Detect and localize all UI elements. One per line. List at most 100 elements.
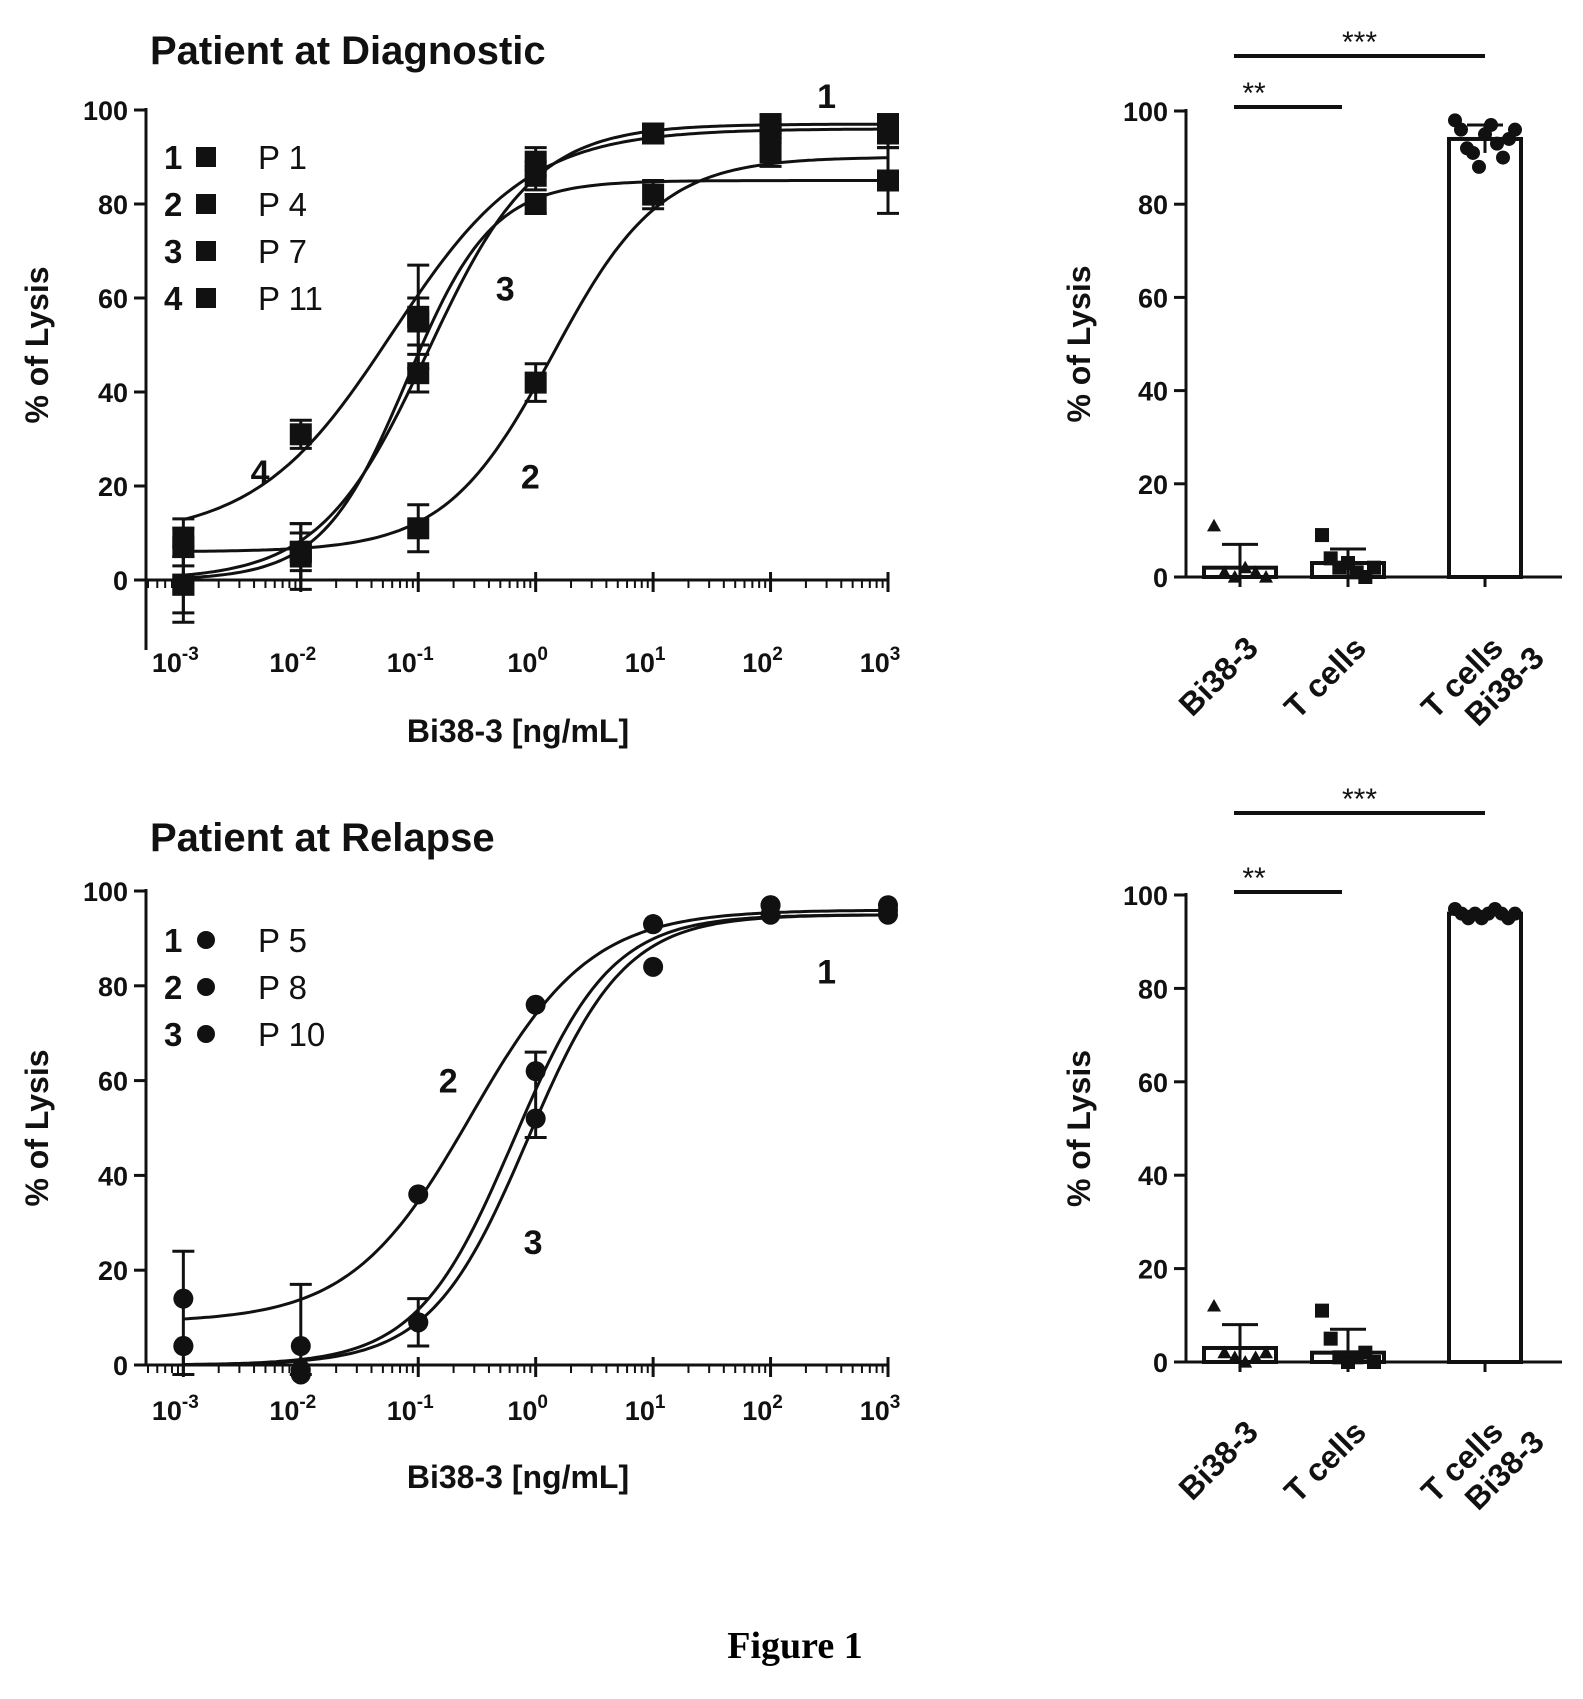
p0-curve-label-1: 2	[521, 459, 540, 497]
p3-point-1-6	[1367, 1355, 1381, 1369]
p0-xtick-label-2: 10-1	[387, 644, 434, 678]
p1-bar-2	[1447, 136, 1523, 580]
p1-ytick-label-3: 60	[1138, 283, 1168, 313]
p0-curve-label-0: 1	[817, 78, 836, 116]
p0-legend-marker-2	[196, 194, 216, 214]
p1-category-label-2: T cellsBi38-3	[1414, 614, 1551, 751]
p0-x-label: Bi38-3 [ng/mL]	[407, 713, 629, 749]
p0-point-3-0	[172, 573, 195, 596]
p0-curve-label-2: 3	[496, 271, 515, 309]
p1-ytick-label-0: 0	[1153, 563, 1168, 593]
p3-sig-label-0: **	[1242, 862, 1266, 895]
p2-xtick-label-2: 10-1	[387, 1392, 434, 1426]
p2-legend-marker-3	[197, 1025, 215, 1043]
p1-point-2-4	[1472, 159, 1486, 174]
p3-ytick-label-0: 0	[1153, 1348, 1168, 1378]
p1-y-label: % of Lysis	[1061, 265, 1097, 422]
p2-curve-label-1: 2	[439, 1063, 458, 1101]
p1-ytick-label-2: 40	[1138, 377, 1168, 407]
p1-point-1-0	[1315, 528, 1329, 543]
p0-point-4-1	[289, 423, 312, 446]
p3-ytick-label-2: 40	[1138, 1161, 1168, 1191]
p2-legend-marker-2	[197, 978, 215, 996]
p2-xtick-label-5: 102	[742, 1392, 783, 1426]
p0-point-2-5	[759, 141, 782, 164]
p0-legend-marker-4	[196, 288, 216, 308]
p0-legend-marker-1	[196, 147, 216, 167]
p2-curve-label-2: 3	[524, 1224, 543, 1262]
p3-category-label-2: T cellsBi38-3	[1414, 1398, 1551, 1535]
p3-ytick-label-5: 100	[1123, 881, 1168, 911]
p1-point-2-10	[1508, 122, 1522, 137]
p2-legend-label-1: P 5	[258, 922, 307, 959]
p2-xtick-label-3: 100	[507, 1392, 548, 1426]
panel-relapse-bars: 0 20 40 60 80 100 % of Lysis Bi38-3 T cells T cel…	[1061, 783, 1562, 1535]
p2-point-3-6	[878, 899, 898, 920]
p2-y-label: % of Lysis	[19, 1049, 55, 1206]
p3-ytick-label-3: 60	[1138, 1068, 1168, 1098]
p3-point-0-5	[1259, 1345, 1273, 1359]
p3-point-1-1	[1323, 1331, 1338, 1346]
p3-point-1-0	[1315, 1303, 1329, 1318]
p2-xtick-label-1: 10-2	[269, 1392, 316, 1426]
p1-sig-label-1: ***	[1342, 26, 1377, 59]
p3-y-label: % of Lysis	[1061, 1050, 1097, 1207]
p2-xtick-label-4: 101	[625, 1392, 666, 1426]
p2-ytick-label-5: 100	[83, 877, 128, 907]
p0-xtick-label-6: 103	[860, 644, 901, 678]
p3-point-0-0	[1207, 1298, 1221, 1312]
p0-ytick-label-3: 60	[98, 284, 128, 314]
p3-point-0-4	[1248, 1350, 1263, 1363]
p1-point-2-8	[1496, 150, 1510, 165]
p1-point-0-5	[1259, 570, 1273, 583]
p2-ytick-label-3: 60	[98, 1067, 128, 1097]
panel-diagnostic-bars: 0 20 40 60 80 100 % of Lysis Bi38-3 T cells T cel…	[1061, 26, 1562, 751]
p3-ytick-label-1: 20	[1138, 1255, 1168, 1285]
p0-xtick-label-1: 10-2	[269, 644, 316, 678]
p2-point-3-5	[760, 895, 781, 916]
p2-ytick-label-1: 20	[98, 1256, 128, 1286]
p1-point-2-1	[1454, 122, 1468, 137]
p0-ytick-label-1: 20	[98, 472, 128, 502]
p0-ytick-label-4: 80	[98, 190, 128, 220]
p0-legend-key-3: 3	[164, 233, 182, 270]
p0-legend-key-4: 4	[164, 280, 183, 317]
p3-point-0-2	[1227, 1350, 1242, 1363]
p0-y-label: % of Lysis	[19, 266, 55, 423]
p0-legend-label-2: P 4	[258, 186, 307, 223]
p2-legend-key-2: 2	[164, 969, 182, 1006]
p0-xtick-label-3: 100	[507, 644, 548, 678]
p0-legend-label-1: P 1	[258, 139, 307, 176]
p2-title: Patient at Relapse	[150, 816, 495, 860]
p3-category-label-1: T cells	[1277, 1413, 1373, 1509]
p0-ytick-label-2: 40	[98, 378, 128, 408]
p1-ytick-label-4: 80	[1138, 190, 1168, 220]
p0-ytick-label-0: 0	[113, 566, 128, 596]
p2-ytick-label-0: 0	[113, 1351, 128, 1381]
p0-legend-label-4: P 11	[258, 280, 323, 317]
p0-point-4-5	[759, 113, 782, 136]
p0-legend-key-1: 1	[164, 139, 182, 176]
p0-curve-label-3: 4	[251, 454, 270, 492]
p3-point-0-3	[1238, 1355, 1253, 1368]
p2-point-2-2	[408, 1184, 429, 1205]
p0-point-4-0	[172, 526, 195, 549]
p0-legend-marker-3	[196, 241, 216, 261]
p2-legend-label-2: P 8	[258, 969, 307, 1006]
p1-point-1-6	[1367, 560, 1381, 575]
p1-point-0-2	[1227, 570, 1242, 583]
p2-xtick-label-0: 10-3	[152, 1392, 199, 1426]
p1-sig-label-0: **	[1242, 77, 1266, 110]
p3-category-label-0: Bi38-3	[1172, 1413, 1265, 1506]
p0-point-3-1	[289, 540, 312, 563]
p0-point-4-3	[524, 150, 547, 173]
p0-point-4-2	[407, 310, 430, 333]
p0-point-2-4	[642, 183, 665, 206]
p1-point-2-7	[1490, 136, 1504, 151]
p1-point-0-1	[1217, 565, 1232, 578]
p0-legend-label-3: P 7	[258, 233, 307, 270]
p2-point-2-3	[525, 994, 546, 1015]
p1-point-0-0	[1207, 518, 1221, 532]
p1-category-label-0: Bi38-3	[1172, 629, 1265, 722]
p2-x-label: Bi38-3 [ng/mL]	[407, 1459, 629, 1495]
